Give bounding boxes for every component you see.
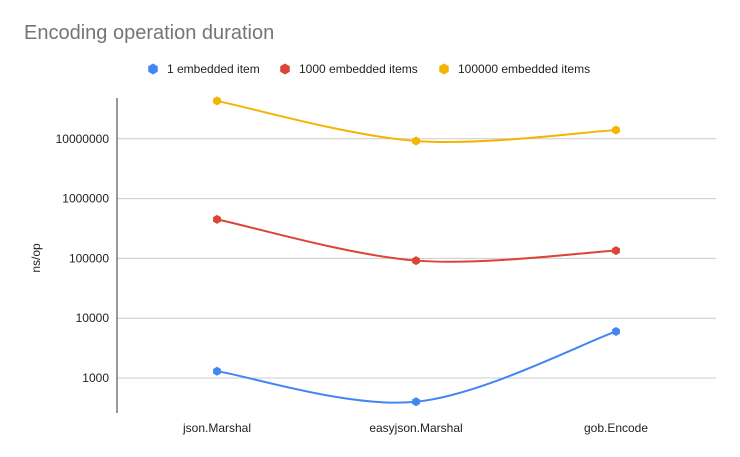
- x-tick-label: json.Marshal: [182, 421, 251, 435]
- legend-marker: [439, 63, 449, 75]
- data-point: [213, 366, 221, 376]
- legend-marker: [148, 63, 158, 75]
- series-line-2: [216, 218, 617, 263]
- series-line-1: [216, 330, 617, 404]
- data-point: [412, 397, 420, 407]
- data-point: [213, 96, 221, 106]
- y-tick-label: 1000000: [62, 192, 109, 206]
- data-point: [412, 256, 420, 266]
- legend-label: 1 embedded item: [167, 62, 260, 76]
- y-tick-label: 100000: [69, 251, 109, 265]
- data-point: [612, 326, 620, 336]
- series-line-3: [216, 99, 617, 143]
- data-point: [612, 246, 620, 256]
- x-tick-label: gob.Encode: [584, 421, 648, 435]
- y-tick-label: 10000: [76, 311, 110, 325]
- data-point: [412, 136, 420, 146]
- data-point: [213, 214, 221, 224]
- legend-label: 1000 embedded items: [299, 62, 418, 76]
- y-tick-label: 1000: [82, 371, 109, 385]
- y-axis-label: ns/op: [29, 243, 43, 273]
- chart-title: Encoding operation duration: [24, 22, 275, 44]
- x-tick-label: easyjson.Marshal: [369, 421, 462, 435]
- legend-label: 100000 embedded items: [458, 62, 590, 76]
- legend-marker: [280, 63, 290, 75]
- y-tick-label: 10000000: [56, 132, 110, 146]
- data-point: [612, 125, 620, 135]
